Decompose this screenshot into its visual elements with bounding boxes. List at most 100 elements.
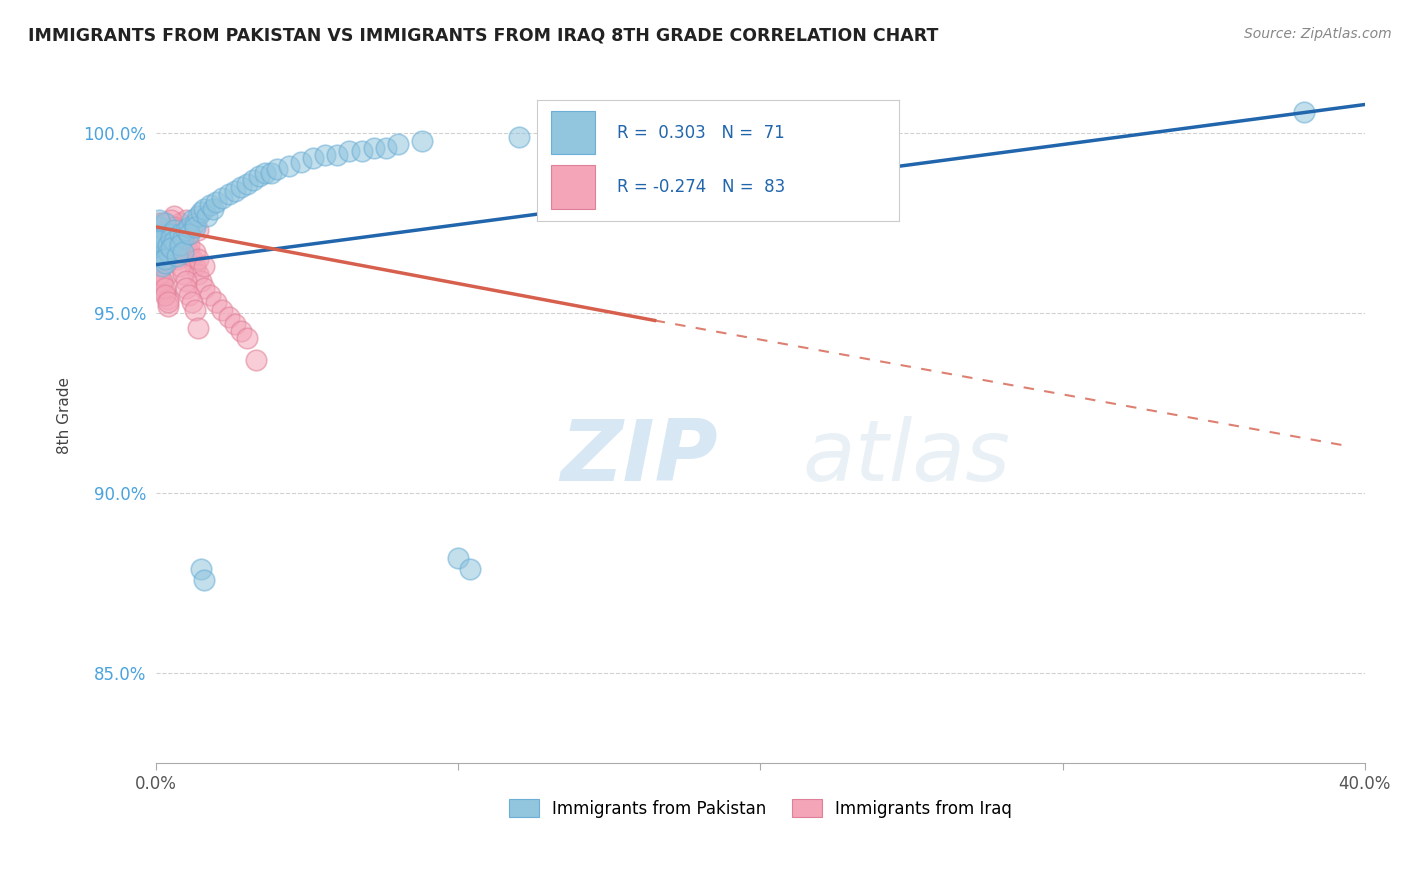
Point <box>374 141 396 155</box>
Point <box>193 260 215 274</box>
Point <box>150 223 173 237</box>
Text: ZIP: ZIP <box>561 416 718 499</box>
Point <box>568 129 591 144</box>
Point <box>302 152 325 166</box>
Point <box>166 227 188 241</box>
Point <box>160 230 183 244</box>
Point <box>247 169 270 184</box>
Point <box>148 234 170 248</box>
Point <box>224 317 246 331</box>
Point <box>172 267 194 281</box>
Point <box>184 216 207 230</box>
Point <box>160 242 183 256</box>
Point <box>153 270 176 285</box>
Point <box>184 260 207 274</box>
Point <box>363 141 385 155</box>
Point <box>160 230 183 244</box>
Point <box>218 187 240 202</box>
Y-axis label: 8th Grade: 8th Grade <box>58 377 72 454</box>
Point <box>157 227 180 241</box>
Point <box>163 238 186 252</box>
Text: atlas: atlas <box>803 416 1011 499</box>
Point <box>169 238 191 252</box>
Point <box>229 324 252 338</box>
Point <box>190 205 212 219</box>
Point <box>253 166 276 180</box>
Point <box>235 331 257 345</box>
Point <box>150 277 173 292</box>
Point <box>153 230 176 244</box>
Point <box>278 159 301 173</box>
Point <box>174 212 197 227</box>
Point <box>150 238 173 252</box>
Point <box>153 223 176 237</box>
Point <box>160 242 183 256</box>
Point <box>749 126 772 140</box>
Point <box>179 219 201 234</box>
Point <box>211 191 233 205</box>
Point <box>148 223 170 237</box>
Point <box>290 155 312 169</box>
Point <box>193 281 215 295</box>
Point <box>150 260 173 274</box>
Point <box>326 148 349 162</box>
Legend: Immigrants from Pakistan, Immigrants from Iraq: Immigrants from Pakistan, Immigrants fro… <box>502 793 1018 824</box>
Point <box>184 219 207 234</box>
Point <box>163 209 186 223</box>
Point <box>157 238 180 252</box>
Point <box>153 227 176 241</box>
Point <box>172 230 194 244</box>
Point <box>169 234 191 248</box>
Point <box>157 292 180 306</box>
Point <box>229 180 252 194</box>
Point <box>150 230 173 244</box>
Point <box>314 148 336 162</box>
Point <box>200 198 222 212</box>
Point <box>157 242 180 256</box>
Point <box>224 184 246 198</box>
Point <box>153 238 176 252</box>
Point <box>266 162 288 177</box>
Point <box>205 295 228 310</box>
Point <box>179 245 201 260</box>
Point <box>205 194 228 209</box>
Point <box>235 177 257 191</box>
Point <box>169 216 191 230</box>
Point <box>153 216 176 230</box>
Point <box>181 295 204 310</box>
Point <box>153 245 176 260</box>
Point <box>190 274 212 288</box>
Point <box>157 238 180 252</box>
Point <box>148 219 170 234</box>
Point <box>169 227 191 241</box>
Point <box>150 219 173 234</box>
Point <box>150 216 173 230</box>
Point <box>387 137 409 152</box>
Point <box>197 209 219 223</box>
Point <box>187 320 209 334</box>
Point <box>150 230 173 244</box>
Point <box>181 252 204 267</box>
Point <box>187 252 209 267</box>
Point <box>190 562 212 576</box>
Point <box>187 209 209 223</box>
Point <box>458 562 481 576</box>
Point <box>150 227 173 241</box>
Point <box>153 281 176 295</box>
Point <box>181 219 204 234</box>
Point <box>339 145 361 159</box>
Point <box>242 173 264 187</box>
Point <box>157 245 180 260</box>
Point <box>150 274 173 288</box>
Point <box>169 260 191 274</box>
Point <box>153 234 176 248</box>
Point <box>1294 104 1316 119</box>
Point <box>157 234 180 248</box>
Point <box>163 223 186 237</box>
Point <box>218 310 240 324</box>
Point <box>184 302 207 317</box>
Point <box>163 234 186 248</box>
Point <box>172 230 194 244</box>
Point <box>160 227 183 241</box>
Point <box>157 245 180 260</box>
